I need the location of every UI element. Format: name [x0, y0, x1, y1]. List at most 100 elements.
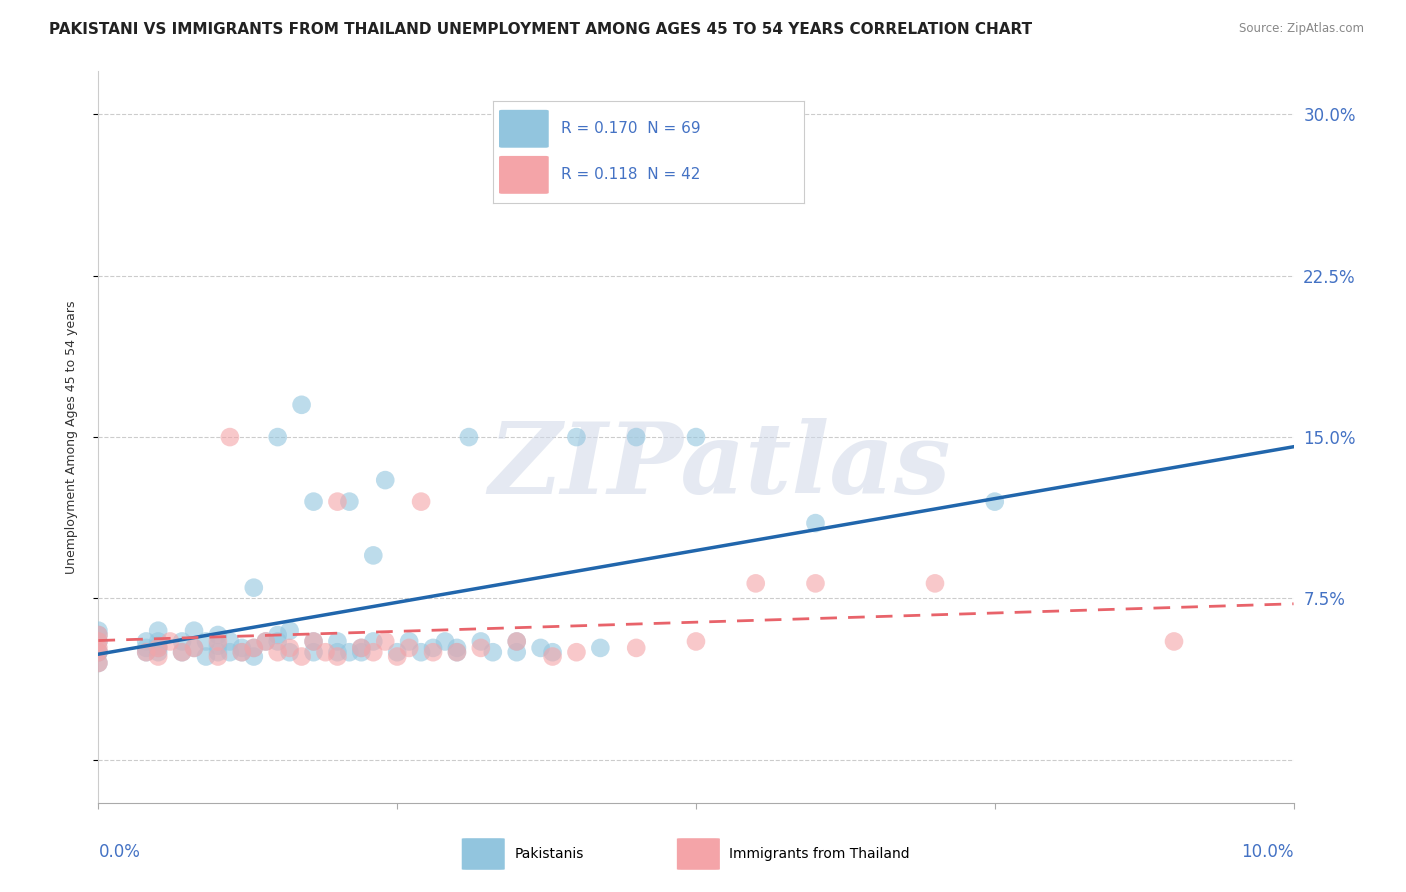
Point	[470, 634, 492, 648]
Point	[326, 494, 349, 508]
Point	[350, 640, 373, 655]
Point	[148, 624, 170, 638]
Point	[804, 516, 827, 530]
Point	[446, 645, 468, 659]
Point	[267, 634, 290, 648]
Point	[87, 624, 110, 638]
Point	[506, 634, 529, 648]
Point	[302, 634, 325, 648]
Point	[291, 398, 314, 412]
Point	[685, 634, 707, 648]
Point	[302, 634, 325, 648]
Point	[135, 640, 157, 655]
Point	[231, 640, 253, 655]
Text: PAKISTANI VS IMMIGRANTS FROM THAILAND UNEMPLOYMENT AMONG AGES 45 TO 54 YEARS COR: PAKISTANI VS IMMIGRANTS FROM THAILAND UN…	[49, 22, 1032, 37]
Point	[207, 649, 229, 664]
Point	[87, 645, 110, 659]
Point	[278, 640, 301, 655]
Point	[219, 634, 242, 648]
Point	[745, 576, 768, 591]
Point	[626, 430, 648, 444]
Point	[87, 628, 110, 642]
Point	[172, 645, 194, 659]
Point	[626, 640, 648, 655]
Point	[291, 649, 314, 664]
Point	[87, 656, 110, 670]
Point	[87, 645, 110, 659]
Point	[541, 649, 564, 664]
Point	[135, 634, 157, 648]
Point	[339, 494, 361, 508]
Point	[243, 640, 266, 655]
Point	[374, 473, 396, 487]
Point	[398, 640, 420, 655]
Point	[302, 494, 325, 508]
Point	[482, 645, 505, 659]
Point	[87, 645, 110, 659]
Point	[243, 581, 266, 595]
Point	[148, 645, 170, 659]
Point	[243, 649, 266, 664]
Point	[984, 494, 1007, 508]
Point	[315, 645, 337, 659]
Point	[219, 645, 242, 659]
Point	[135, 645, 157, 659]
Point	[411, 645, 433, 659]
Point	[207, 645, 229, 659]
Point	[278, 645, 301, 659]
Point	[302, 645, 325, 659]
Point	[278, 624, 301, 638]
Point	[135, 645, 157, 659]
Point	[87, 656, 110, 670]
Point	[422, 640, 444, 655]
Point	[207, 628, 229, 642]
Point	[530, 640, 553, 655]
Point	[254, 634, 277, 648]
Point	[685, 430, 707, 444]
Point	[183, 640, 205, 655]
Point	[541, 645, 564, 659]
Text: Source: ZipAtlas.com: Source: ZipAtlas.com	[1239, 22, 1364, 36]
Point	[458, 430, 481, 444]
Point	[506, 634, 529, 648]
Point	[267, 628, 290, 642]
Point	[172, 634, 194, 648]
Point	[398, 634, 420, 648]
Point	[339, 645, 361, 659]
Point	[470, 640, 492, 655]
Point	[87, 634, 110, 648]
Point	[434, 634, 457, 648]
Point	[363, 645, 385, 659]
Point	[254, 634, 277, 648]
Point	[159, 634, 181, 648]
Point	[87, 628, 110, 642]
Point	[374, 634, 396, 648]
Point	[589, 640, 612, 655]
Point	[267, 430, 290, 444]
Point	[148, 640, 170, 655]
Y-axis label: Unemployment Among Ages 45 to 54 years: Unemployment Among Ages 45 to 54 years	[65, 301, 77, 574]
Point	[506, 645, 529, 659]
Point	[231, 645, 253, 659]
Point	[422, 645, 444, 659]
Point	[350, 640, 373, 655]
Point	[195, 634, 218, 648]
Point	[243, 640, 266, 655]
Text: 0.0%: 0.0%	[98, 843, 141, 861]
Point	[446, 645, 468, 659]
Point	[385, 645, 409, 659]
Point	[326, 645, 349, 659]
Point	[446, 640, 468, 655]
Point	[148, 634, 170, 648]
Text: ZIPatlas: ZIPatlas	[489, 418, 950, 515]
Point	[219, 430, 242, 444]
Point	[207, 634, 229, 648]
Point	[231, 645, 253, 659]
Point	[148, 639, 170, 653]
Point	[411, 494, 433, 508]
Text: 10.0%: 10.0%	[1241, 843, 1294, 861]
Point	[1163, 634, 1185, 648]
Point	[207, 639, 229, 653]
Point	[363, 549, 385, 563]
Point	[326, 649, 349, 664]
